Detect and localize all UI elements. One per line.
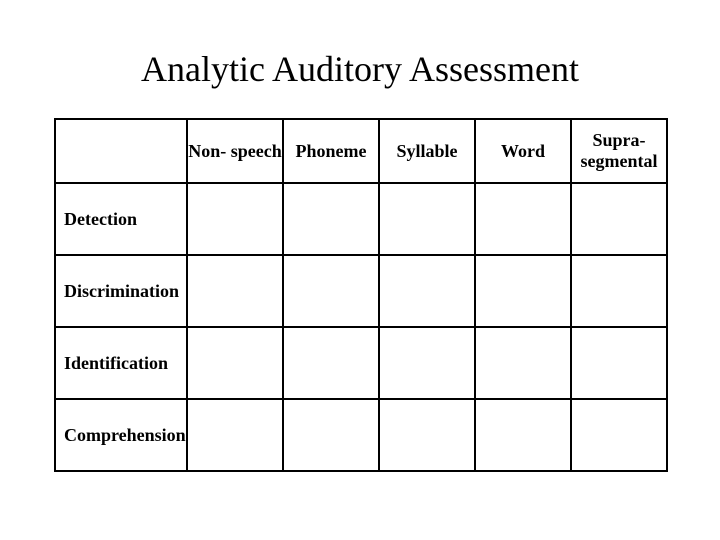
table-cell (187, 327, 283, 399)
table-corner-cell (55, 119, 187, 183)
table-cell (379, 399, 475, 471)
table-cell (571, 399, 667, 471)
table-header-row: Non- speech Phoneme Syllable Word Supra-… (55, 119, 667, 183)
table-cell (475, 327, 571, 399)
page-title: Analytic Auditory Assessment (54, 48, 666, 90)
col-header-phoneme: Phoneme (283, 119, 379, 183)
table-cell (571, 183, 667, 255)
table-row: Identification (55, 327, 667, 399)
slide: Analytic Auditory Assessment Non- speech… (0, 0, 720, 540)
table-cell (187, 255, 283, 327)
table-cell (379, 327, 475, 399)
table-cell (283, 183, 379, 255)
col-header-syllable: Syllable (379, 119, 475, 183)
table-cell (187, 183, 283, 255)
assessment-table: Non- speech Phoneme Syllable Word Supra-… (54, 118, 668, 472)
table-cell (571, 327, 667, 399)
col-header-nonspeech: Non- speech (187, 119, 283, 183)
col-header-word: Word (475, 119, 571, 183)
table-row: Comprehension (55, 399, 667, 471)
row-header-comprehension: Comprehension (55, 399, 187, 471)
col-header-suprasegmental: Supra- segmental (571, 119, 667, 183)
row-header-detection: Detection (55, 183, 187, 255)
table-cell (283, 399, 379, 471)
row-header-discrimination: Discrimination (55, 255, 187, 327)
table-row: Discrimination (55, 255, 667, 327)
table-cell (475, 255, 571, 327)
table-row: Detection (55, 183, 667, 255)
table-cell (571, 255, 667, 327)
row-header-identification: Identification (55, 327, 187, 399)
table-cell (283, 327, 379, 399)
table-cell (475, 399, 571, 471)
table-cell (283, 255, 379, 327)
table-cell (187, 399, 283, 471)
table-cell (379, 255, 475, 327)
table-cell (475, 183, 571, 255)
table-cell (379, 183, 475, 255)
